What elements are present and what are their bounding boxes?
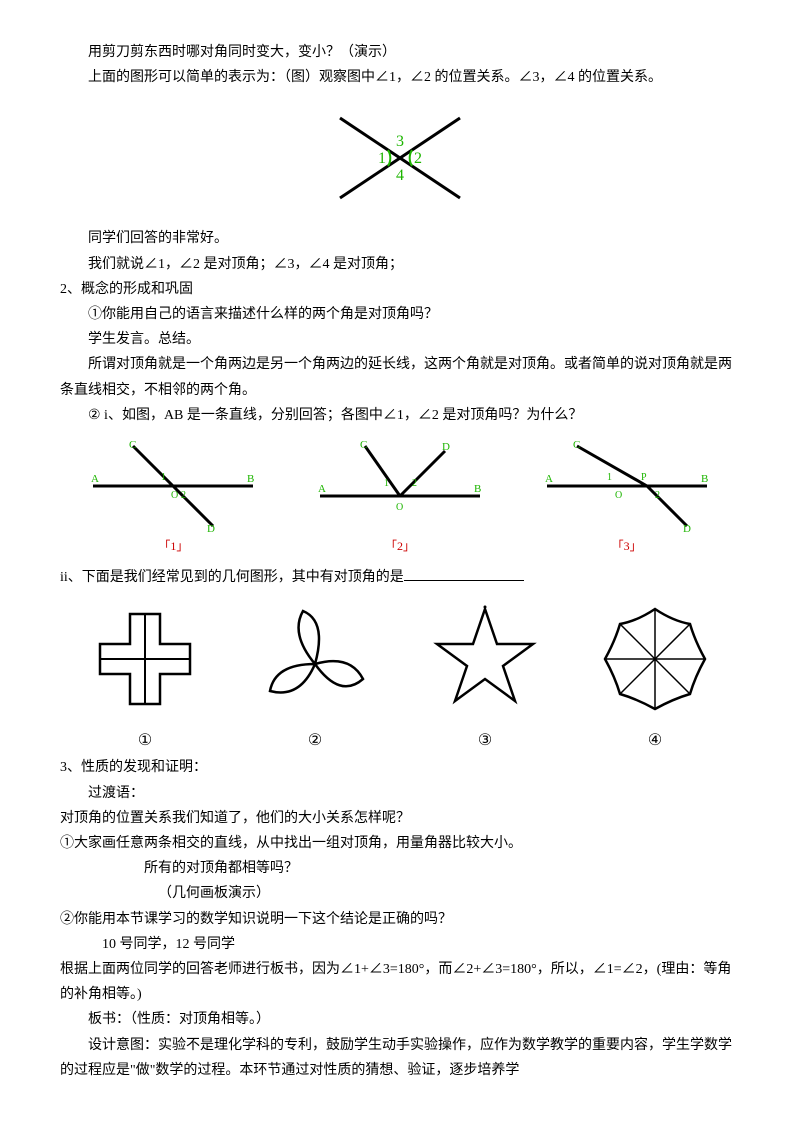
shape-label-4: ④ [648,727,662,756]
para-8: ② i、如图，AB 是一条直线，分别回答；各图中∠1，∠2 是对顶角吗？为什么？ [60,403,740,428]
x-label-4: 4 [396,167,404,184]
x-label-1: 1 [378,150,386,167]
x-label-3: 3 [396,133,404,150]
shape-label-1: ① [138,727,152,756]
shapes-labels: ① ② ③ ④ [60,727,740,756]
para-11: 对顶角的位置关系我们知道了，他们的大小关系怎样呢？ [60,806,740,831]
para-4: 我们就说∠1，∠2 是对顶角；∠3，∠4 是对顶角； [60,252,740,277]
para-15: ②你能用本节课学习的数学知识说明一下这个结论是正确的吗？ [60,907,740,932]
shape-label-3: ③ [478,727,492,756]
para-10: 过渡语： [60,781,740,806]
svg-text:B: B [247,473,254,485]
svg-text:1: 1 [161,472,166,483]
svg-text:1: 1 [384,478,389,489]
heading-2: 2、概念的形成和巩固 [60,277,740,302]
ex2-cap2: 「2」 [310,536,490,558]
para-12: ①大家画任意两条相交的直线，从中找出一组对顶角，用量角器比较大小。 [60,831,740,856]
svg-text:D: D [207,523,215,535]
svg-text:C: C [129,439,136,451]
svg-text:1: 1 [607,472,612,483]
svg-text:A: A [545,473,553,485]
svg-text:2: 2 [181,490,186,501]
shape-cross [85,599,205,719]
figure-x: 1 2 3 4 [60,98,740,218]
para-5: ①你能用自己的语言来描述什么样的两个角是对顶角吗？ [60,302,740,327]
svg-text:2: 2 [655,490,660,501]
svg-text:C: C [360,439,367,451]
figure-ex2-row: A B C D O 1 2 「1」 A B C D O 1 2 「2」 [60,436,740,558]
para-14: （几何画板演示） [60,881,740,906]
svg-text:O: O [171,490,178,501]
para-13: 所有的对顶角都相等吗？ [60,856,740,881]
svg-text:D: D [683,523,691,535]
para-16: 10 号同学，12 号同学 [60,932,740,957]
ex2-cap1: 「1」 [83,536,263,558]
svg-text:O: O [615,490,622,501]
para-3: 同学们回答的非常好。 [60,226,740,251]
svg-text:B: B [701,473,708,485]
shape-label-2: ② [308,727,322,756]
para-9: ii、下面是我们经常见到的几何图形，其中有对顶角的是 [60,565,740,590]
shape-trefoil [255,599,375,719]
para-6: 学生发言。总结。 [60,327,740,352]
figure-shapes-row [60,599,740,719]
para-18: 板书：（性质：对顶角相等。） [60,1007,740,1032]
blank-line [404,566,524,581]
svg-text:B: B [474,483,481,495]
heading-3: 3、性质的发现和证明： [60,755,740,780]
para-1: 用剪刀剪东西时哪对角同时变大，变小？（演示） [60,40,740,65]
svg-text:P: P [641,472,647,483]
x-label-2: 2 [414,150,422,167]
shape-octagon [595,599,715,719]
svg-text:O: O [396,502,403,513]
svg-text:A: A [91,473,99,485]
svg-text:2: 2 [412,478,417,489]
para-17: 根据上面两位同学的回答老师进行板书，因为∠1+∠3=180°，而∠2+∠3=18… [60,957,740,1007]
shape-star [425,599,545,719]
svg-text:C: C [573,439,580,451]
svg-text:A: A [318,483,326,495]
svg-text:D: D [442,441,450,453]
para-2: 上面的图形可以简单的表示为：（图）观察图中∠1，∠2 的位置关系。∠3，∠4 的… [60,65,740,90]
ex2-cap3: 「3」 [537,536,717,558]
para-7: 所谓对顶角就是一个角两边是另一个角两边的延长线，这两个角就是对顶角。或者简单的说… [60,352,740,402]
para-19: 设计意图：实验不是理化学科的专利，鼓励学生动手实验操作，应作为数学教学的重要内容… [60,1033,740,1083]
